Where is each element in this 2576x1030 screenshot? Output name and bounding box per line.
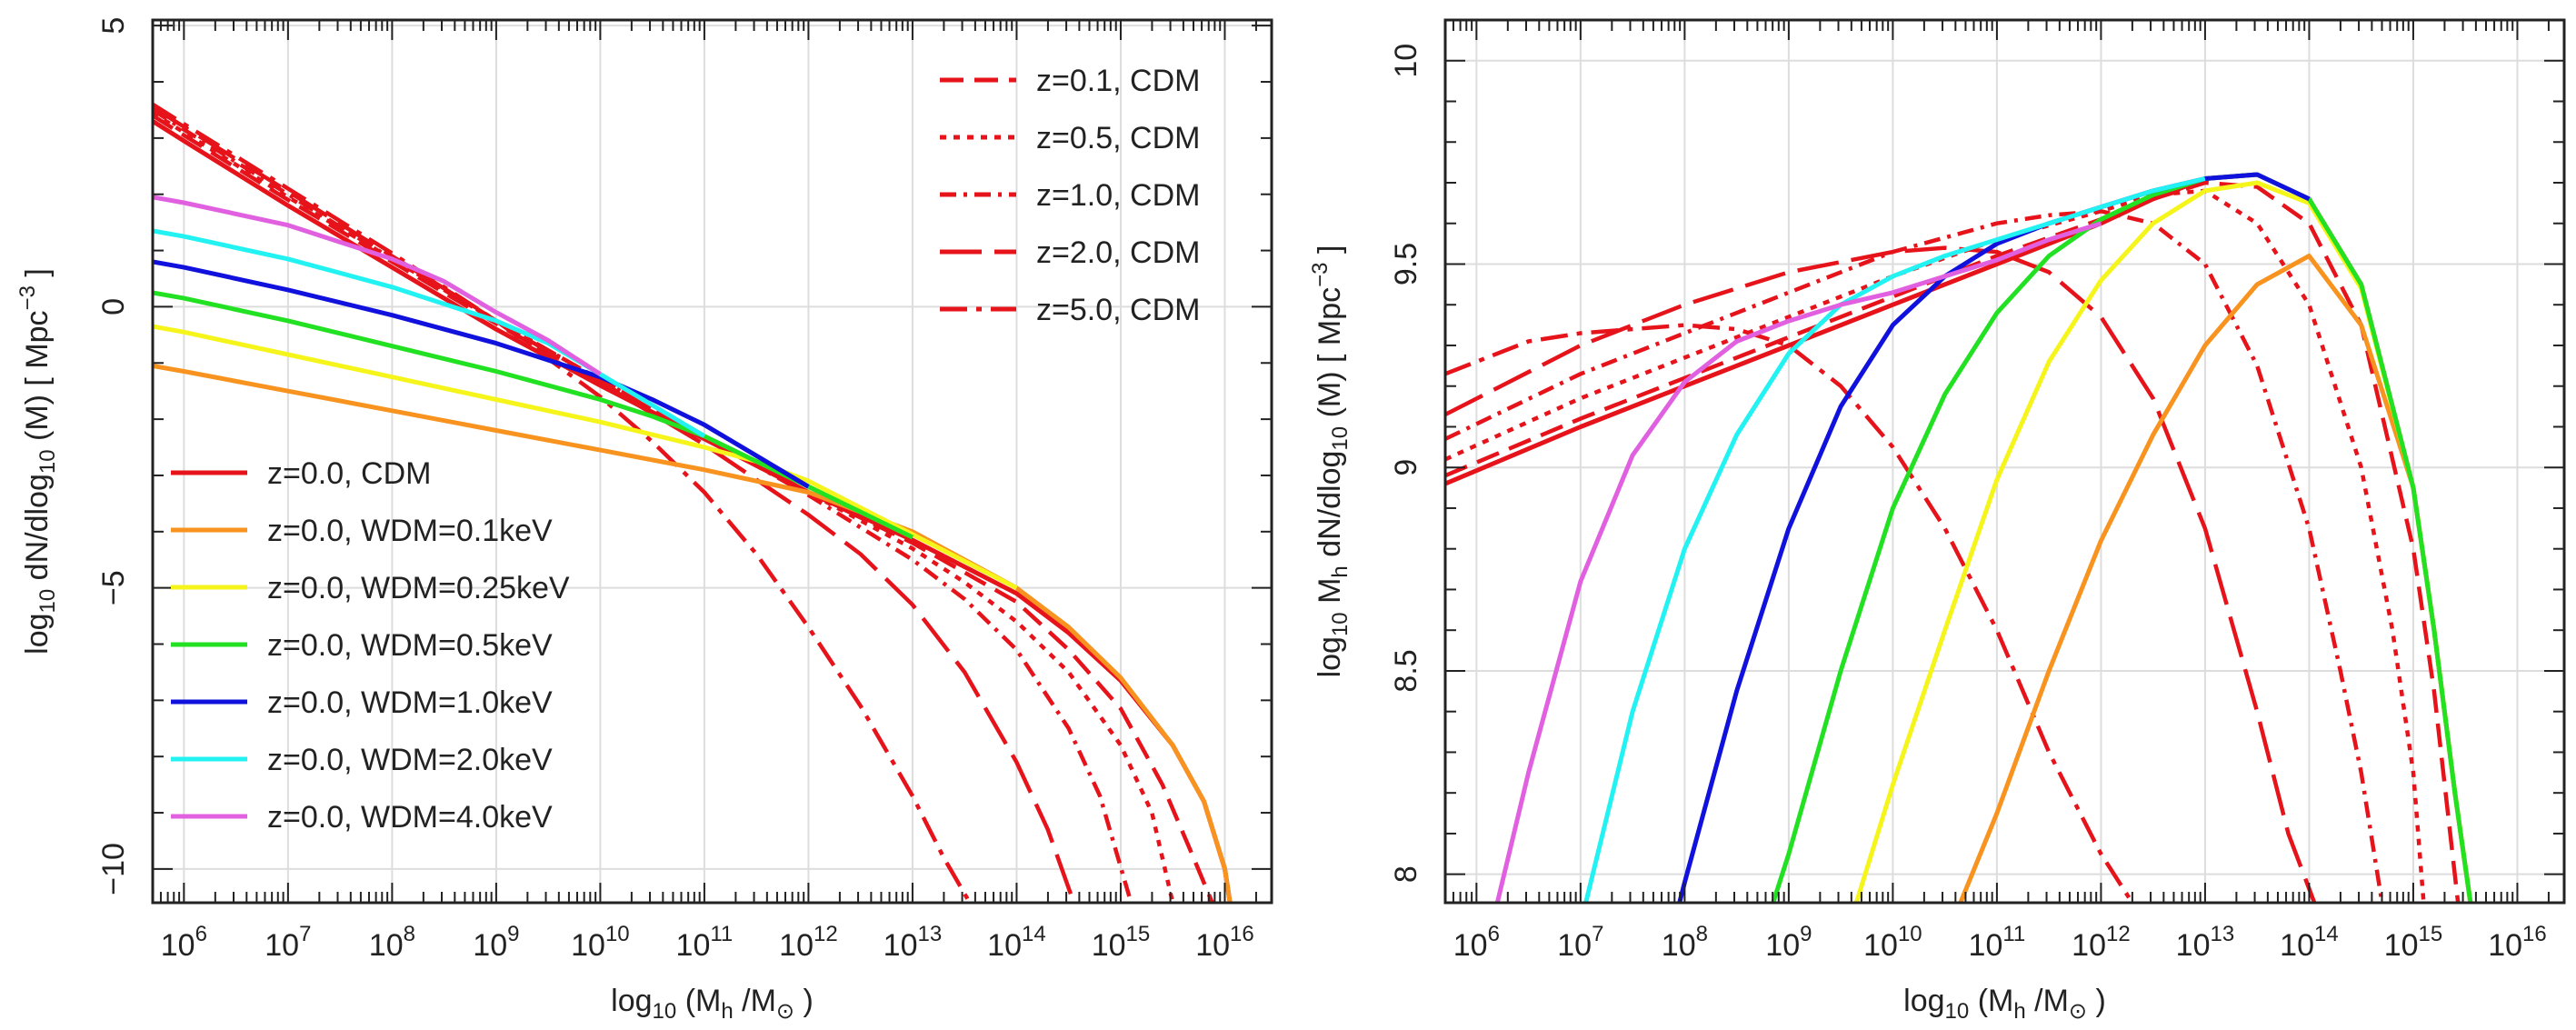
right-panel: 106 107 108 109 1010 1011 1012 1013 1014 1015 1016… [1308,18,2566,1024]
x-ticks [1452,20,2550,903]
series-line-11 [1494,221,2102,903]
legend-item: z=0.0, WDM=0.1keV [171,514,553,548]
legend-label: z=0.0, WDM=0.5keV [267,628,553,663]
legend-item: z=0.0, WDM=1.0keV [171,685,553,720]
series-line-4 [1445,245,2317,903]
legend-item: z=0.0, WDM=2.0keV [171,743,553,777]
x-tick-label: 1011 [1969,922,2026,963]
x-tick-label: 1015 [1092,922,1151,963]
x-axis-label: log10 (Mh /M⊙ ) [611,984,814,1024]
x-tick-label: 1013 [884,922,943,963]
legend-label: z=0.0, WDM=0.25keV [267,571,570,605]
series-line-7 [1853,180,2473,903]
x-tick-label: 1011 [676,922,734,963]
x-axis-label: log10 (Mh /M⊙ ) [1903,984,2106,1024]
y-tick-label: 10 [1389,44,1423,78]
x-tick-label: 1012 [2072,922,2131,963]
y-ticks [1445,19,2564,875]
legend-label: z=0.1, CDM [1036,64,1200,98]
series-line-5 [1445,323,2134,903]
x-tick-label: 106 [1453,922,1500,963]
x-tick-label: 1014 [987,922,1046,963]
x-tick-label: 109 [473,922,519,963]
series-line-8 [1771,172,2473,903]
legend-label: z=0.0, WDM=1.0keV [267,685,553,720]
x-tick-label: 1010 [571,922,630,963]
x-tick-label: 107 [265,922,311,963]
grid [1445,20,2564,903]
y-tick-label: 9 [1389,459,1423,476]
y-axis-label: log10 Mh dN/dlog10 (M) [ Mpc−3 ] [1308,245,1353,678]
series-group [153,102,1233,903]
legend-label: z=0.0, WDM=4.0keV [267,800,553,835]
legend-item: z=0.0, CDM [171,456,431,491]
legend-item: z=0.1, CDM [940,64,1200,98]
x-ticks [159,20,1257,903]
y-tick-label: 8.5 [1389,649,1423,692]
legend-item: z=2.0, CDM [940,235,1200,270]
plot-frame [151,18,1273,905]
legend-label: z=1.0, CDM [1036,178,1200,213]
series-group [1445,172,2473,903]
y-tick-label: 5 [96,17,131,35]
series-line-11 [153,195,602,376]
grid [153,20,1272,903]
y-ticks [153,25,1272,870]
x-tick-label: 1016 [2488,922,2547,963]
legend-label: z=0.0, CDM [267,456,431,491]
y-tick-label: −5 [96,570,131,605]
x-tick-label: 107 [1557,922,1603,963]
legend-item: z=1.0, CDM [940,178,1200,213]
x-tick-label: 1010 [1863,922,1922,963]
legend-label: z=5.0, CDM [1036,293,1200,327]
series-line-8 [153,290,914,540]
legend-item: z=0.0, WDM=4.0keV [171,800,553,835]
x-tick-label: 1013 [2176,922,2235,963]
series-line-7 [153,324,1018,590]
legend-item: z=0.5, CDM [940,121,1200,155]
series-line-1 [1445,180,2461,903]
x-tick-label: 1016 [1195,922,1254,963]
left-panel: 106 107 108 109 1010 1011 1012 1013 1014 1015 1016… [15,17,1273,1024]
legend-label: z=2.0, CDM [1036,235,1200,270]
legend-label: z=0.0, WDM=0.1keV [267,514,553,548]
series-line-5 [153,102,972,903]
legend-label: z=0.5, CDM [1036,121,1200,155]
legend-item: z=5.0, CDM [940,293,1200,327]
series-line-10 [153,228,706,438]
series-line-6 [1958,254,2473,903]
legend-top-right: z=0.1, CDM z=0.5, CDM z=1.0, CDM z=2.0, CDM… [940,64,1200,327]
y-tick-label: 0 [96,298,131,315]
legend-item: z=0.0, WDM=0.5keV [171,628,553,663]
y-tick-label: 8 [1389,865,1423,883]
series-line-3 [1445,209,2384,903]
series-line-3 [153,108,1133,903]
plot-frame [1443,18,2566,905]
series-line-9 [153,259,810,489]
series-line-2 [153,111,1175,903]
y-tick-label: −10 [96,843,131,895]
x-tick-label: 109 [1765,922,1812,963]
x-tick-label: 1014 [2280,922,2339,963]
x-tick-label: 108 [1662,922,1708,963]
y-axis-label: log10 dN/dlog10 (M) [ Mpc−3 ] [15,268,60,655]
y-tick-label: 9.5 [1389,243,1423,285]
legend-item: z=0.0, WDM=0.25keV [171,571,570,605]
legend-bottom-left: z=0.0, CDM z=0.0, WDM=0.1keV z=0.0, WDM=0.… [171,456,570,835]
legend-label: z=0.0, WDM=2.0keV [267,743,553,777]
x-tick-label: 1015 [2384,922,2443,963]
x-tick-label: 108 [369,922,415,963]
x-tick-label: 106 [161,922,207,963]
series-line-10 [1583,176,2206,903]
x-tick-label: 1012 [779,922,838,963]
